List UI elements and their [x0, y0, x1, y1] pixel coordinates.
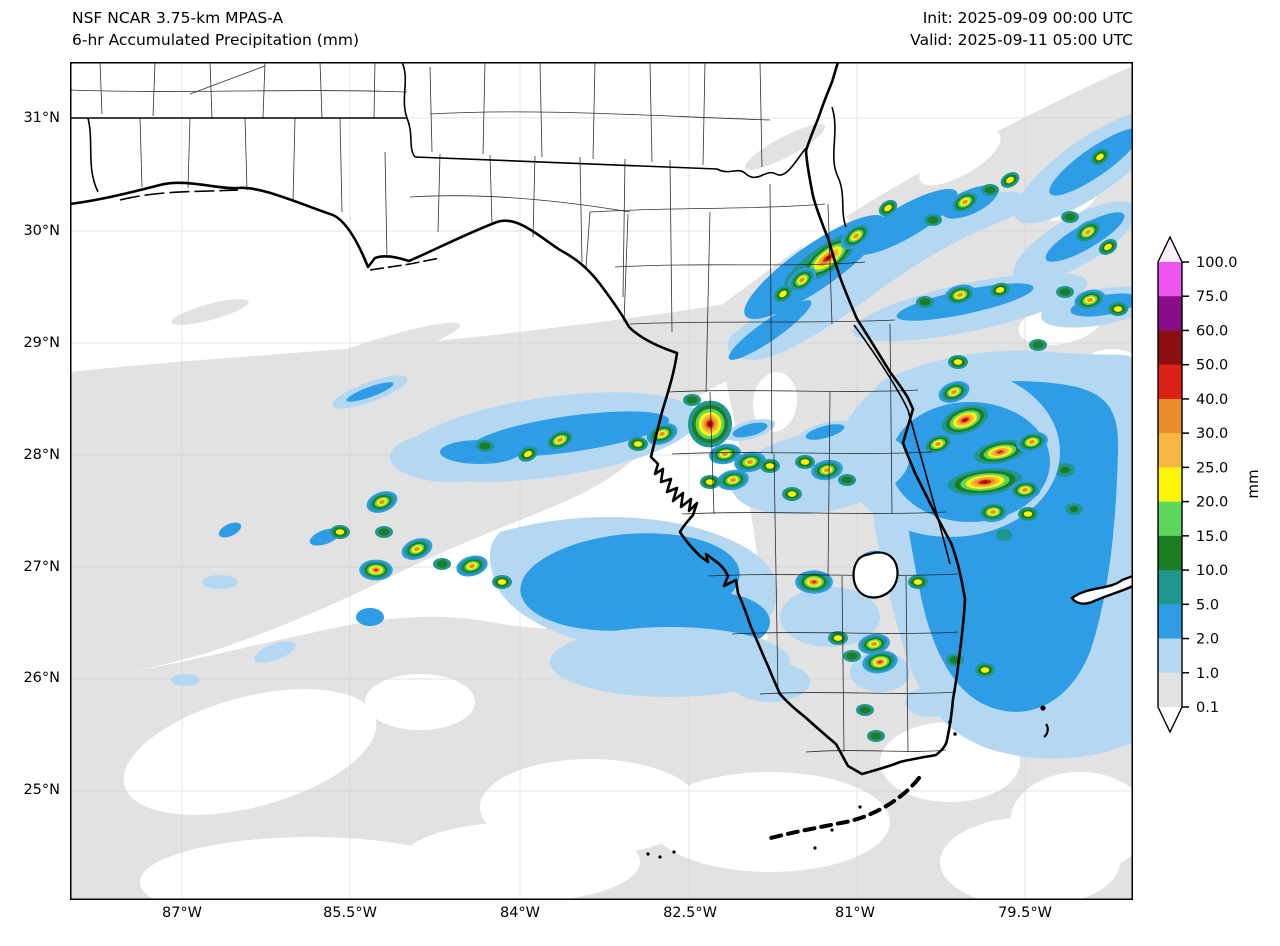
colorbar: 100.0 75.0 60.0 50.0 40.0 30.0 25.0 20.0 15.0 10.… [1150, 230, 1280, 750]
colorbar-segment [1158, 570, 1182, 605]
model-title: NSF NCAR 3.75-km MPAS-A [72, 9, 284, 27]
colorbar-under-arrow [1158, 707, 1182, 732]
colorbar-tick-label: 5.0 [1196, 597, 1219, 613]
y-tick-label: 29°N [23, 335, 60, 351]
y-tick-label: 30°N [23, 223, 60, 239]
x-tick-label: 82.5°W [663, 905, 717, 921]
state-borders [70, 62, 847, 228]
colorbar-tick-label: 10.0 [1196, 563, 1228, 579]
colorbar-segment [1158, 672, 1182, 708]
colorbar-unit-label: mm [1244, 469, 1262, 498]
colorbar-tick-label: 40.0 [1196, 392, 1228, 408]
colorbar-segment [1158, 330, 1182, 366]
y-tick-label: 25°N [23, 782, 60, 798]
colorbar-segment [1158, 638, 1182, 674]
coastline [70, 62, 967, 776]
colorbar-segment [1158, 296, 1182, 332]
colorbar-tick-label: 75.0 [1196, 289, 1228, 305]
valid-time: Valid: 2025-09-11 05:00 UTC [910, 31, 1133, 49]
colorbar-segment [1158, 364, 1182, 400]
colorbar-segment [1158, 398, 1182, 434]
x-tick-label: 85.5°W [323, 905, 377, 921]
colorbar-canvas: 100.0 75.0 60.0 50.0 40.0 30.0 25.0 20.0 15.0 10.… [1157, 235, 1262, 734]
colorbar-tick-label: 100.0 [1196, 255, 1238, 271]
x-tick-label: 87°W [161, 905, 203, 921]
colorbar-segment [1158, 262, 1182, 297]
x-tick-label: 79.5°W [998, 905, 1052, 921]
colorbar-tick-label: 60.0 [1196, 323, 1228, 339]
colorbar-tick-label: 15.0 [1196, 529, 1228, 545]
county-borders [70, 62, 959, 753]
colorbar-segment [1158, 604, 1182, 640]
colorbar-tick-label: 50.0 [1196, 358, 1228, 374]
colorbar-segment [1158, 467, 1182, 503]
colorbar-tick-label: 2.0 [1196, 632, 1219, 648]
colorbar-segment [1158, 501, 1182, 537]
y-tick-label: 31°N [23, 110, 60, 126]
colorbar-tick-label: 0.1 [1196, 700, 1219, 716]
florida-keys [646, 720, 957, 859]
x-tick-label: 81°W [834, 905, 876, 921]
y-tick-label: 26°N [23, 670, 60, 686]
colorbar-tick-label: 25.0 [1196, 460, 1228, 476]
colorbar-tick-label: 1.0 [1196, 666, 1219, 682]
x-tick-label: 84°W [499, 905, 541, 921]
colorbar-segment [1158, 535, 1182, 571]
colorbar-segment [1158, 433, 1182, 468]
bahamas [1040, 574, 1133, 738]
y-tick-label: 27°N [23, 559, 60, 575]
init-time: Init: 2025-09-09 00:00 UTC [922, 9, 1133, 27]
colorbar-tick-label: 20.0 [1196, 495, 1228, 511]
plot-title: 6-hr Accumulated Precipitation (mm) [72, 31, 359, 49]
colorbar-tick-label: 30.0 [1196, 426, 1228, 442]
precip-map-canvas [70, 62, 1133, 900]
y-tick-label: 28°N [23, 447, 60, 463]
colorbar-over-arrow [1158, 237, 1182, 262]
lake-okeechobee [852, 551, 899, 599]
precip-map [70, 62, 1133, 900]
